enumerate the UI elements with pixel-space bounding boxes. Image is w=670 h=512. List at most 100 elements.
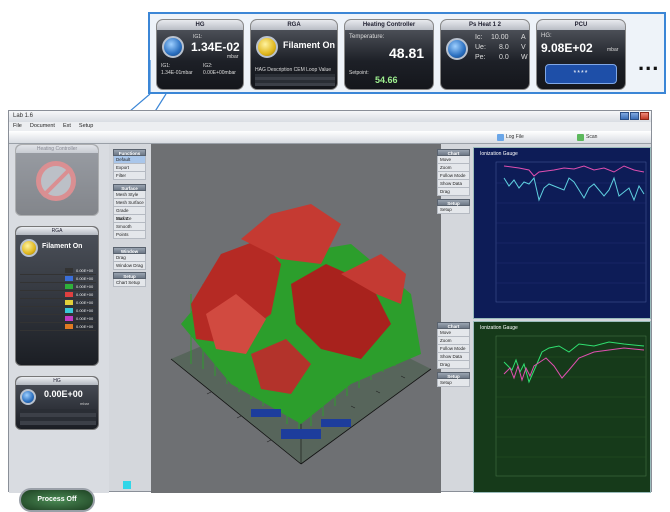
- minimize-icon[interactable]: [620, 112, 629, 120]
- color-swatch: [65, 308, 73, 313]
- surface-plot-svg: [170, 204, 432, 465]
- toolbar-scan-button[interactable]: Scan: [575, 133, 597, 142]
- menu-item-max-z[interactable]: Max Z: [113, 215, 146, 223]
- chart2-follow[interactable]: Follow Mode: [437, 345, 470, 353]
- chart-top[interactable]: Ionization Gauge: [473, 147, 651, 319]
- menu-item-mesh-surface[interactable]: Mesh Surface: [113, 199, 146, 207]
- menu-item-filter[interactable]: Filter: [113, 172, 146, 180]
- rga-table-row: 0.00E+00: [20, 307, 96, 315]
- menu-ext[interactable]: Ext: [62, 123, 71, 129]
- chart2-drag[interactable]: Drag: [437, 361, 470, 369]
- disabled-icon: [36, 161, 76, 201]
- more-widgets-ellipsis: ...: [638, 50, 660, 75]
- rga-table-row: 0.00E+00: [20, 283, 96, 291]
- chart1-drag[interactable]: Drag: [437, 188, 470, 196]
- widget-heating[interactable]: Heating Controller Temperature: 48.81 Se…: [344, 19, 434, 90]
- chart-bottom[interactable]: Ionization Gauge: [473, 321, 651, 493]
- hg-panel[interactable]: HG 0.00E+00 mbar: [15, 376, 99, 430]
- chart1-zoom[interactable]: Zoom: [437, 164, 470, 172]
- rga-panel[interactable]: RGA Filament On 0.00E+00 0.00E+00 0.00E+00…: [15, 226, 99, 366]
- setup1-item[interactable]: Setup: [437, 206, 470, 214]
- chart1-menu: Chart Move Zoom Follow Mode Show Data Dr…: [437, 149, 470, 196]
- menu-file[interactable]: File: [13, 123, 22, 129]
- chart1-follow[interactable]: Follow Mode: [437, 172, 470, 180]
- menu-item-mesh-style[interactable]: Mesh Style: [113, 191, 146, 199]
- hg-panel-unit: mbar: [80, 401, 90, 406]
- widget-pcu[interactable]: PCU HG: 9.08E+02 mbar ****: [536, 19, 626, 90]
- rga-row-value: 0.00E+00: [76, 324, 94, 329]
- widget-rga-title: RGA: [251, 20, 337, 30]
- rga-row-value: 0.00E+00: [76, 276, 94, 281]
- chart-bottom-title: Ionization Gauge: [480, 325, 518, 331]
- menu-item-drag[interactable]: Drag: [113, 254, 146, 262]
- heating-panel-disabled[interactable]: Heating Controller: [15, 144, 99, 216]
- window-titlebar: Lab 1.6: [9, 111, 651, 122]
- gauge-icon: [162, 36, 184, 58]
- functions-header: Functions: [113, 149, 146, 156]
- chart1-showdata[interactable]: Show Data: [437, 180, 470, 188]
- color-swatch: [65, 292, 73, 297]
- menu-item-export[interactable]: Export: [113, 164, 146, 172]
- hg-panel-rows: [20, 409, 96, 425]
- menu-item-points[interactable]: Points: [113, 231, 146, 239]
- pcu-unit: mbar: [607, 47, 619, 53]
- menu-item-chart-setup[interactable]: Chart Setup: [113, 279, 146, 287]
- rga-row-value: 0.00E+00: [76, 292, 94, 297]
- widget-ps-title: Ps Heat 1 2: [441, 20, 529, 30]
- chart2-showdata[interactable]: Show Data: [437, 353, 470, 361]
- color-swatch: [65, 284, 73, 289]
- rga-row-value: 0.00E+00: [76, 284, 94, 289]
- menu-item-smooth[interactable]: Smooth: [113, 223, 146, 231]
- surface-plot[interactable]: [151, 144, 441, 493]
- chart1-move[interactable]: Move: [437, 156, 470, 164]
- heating-label: Temperature:: [349, 34, 385, 40]
- color-swatch: [65, 324, 73, 329]
- ps-ic-unit: A: [521, 34, 526, 41]
- setup2-item[interactable]: Setup: [437, 379, 470, 387]
- menu-item-default[interactable]: Default: [113, 156, 146, 164]
- menu-item-window-drag[interactable]: Window Drag: [113, 262, 146, 270]
- color-swatch: [65, 276, 73, 281]
- widget-ps-heat[interactable]: Ps Heat 1 2 Ic: 10.00 A Ue: 8.0 V Pe: 0.…: [440, 19, 530, 90]
- hg-foot2: 0.00E+00mbar: [203, 70, 236, 76]
- widget-heating-title: Heating Controller: [345, 20, 433, 30]
- rga-table-row: 0.00E+00: [20, 267, 96, 275]
- widget-hg[interactable]: HG IG1: 1.34E-02 mbar IG1: IG2: 1.34E-01…: [156, 19, 244, 90]
- rga-row-value: 0.00E+00: [76, 316, 94, 321]
- chart1-header: Chart: [437, 149, 470, 156]
- hg-foot-label2: IG2:: [203, 63, 213, 69]
- menu-setup[interactable]: Setup: [78, 123, 94, 129]
- ps-ue-unit: V: [521, 44, 526, 51]
- close-icon[interactable]: [640, 112, 649, 120]
- hg-value: 1.34E-02: [191, 40, 240, 54]
- rga-mini-rows: [255, 74, 335, 86]
- hg-foot-label1: IG1:: [161, 63, 171, 69]
- hg-line1: IG1:: [193, 34, 203, 40]
- rga-panel-status: Filament On: [42, 243, 83, 250]
- menu-document[interactable]: Document: [29, 123, 55, 129]
- menubar: File Document Ext Setup: [9, 122, 651, 131]
- setup-header: Setup: [113, 272, 146, 279]
- toolbar-log-button[interactable]: Log File: [495, 133, 524, 142]
- widget-rga[interactable]: RGA Filament On HAG Description CEM Loop…: [250, 19, 338, 90]
- window-header: Window: [113, 247, 146, 254]
- chart2-zoom[interactable]: Zoom: [437, 337, 470, 345]
- pcu-stars: ****: [573, 70, 589, 77]
- hg-panel-title: HG: [16, 377, 98, 385]
- toolbar: Log File Scan: [9, 131, 651, 144]
- pcu-display: ****: [545, 64, 617, 84]
- filament-icon: [256, 36, 278, 58]
- ps-ic-value: 10.00: [491, 34, 509, 41]
- ps-ue-label: Ue:: [475, 44, 486, 51]
- chart-bottom-svg: [495, 335, 647, 477]
- pcu-value: 9.08E+02: [541, 41, 593, 55]
- menu-item-grade-surface[interactable]: Grade Surface: [113, 207, 146, 221]
- setup2-menu: Setup Setup: [437, 372, 470, 387]
- hg-foot1: 1.34E-01mbar: [161, 70, 193, 76]
- heating-panel-title: Heating Controller: [16, 145, 98, 153]
- setup2-header: Setup: [437, 372, 470, 379]
- setup1-menu: Setup Setup: [437, 199, 470, 214]
- maximize-icon[interactable]: [630, 112, 639, 120]
- chart2-move[interactable]: Move: [437, 329, 470, 337]
- ps-pe-label: Pe:: [475, 54, 486, 61]
